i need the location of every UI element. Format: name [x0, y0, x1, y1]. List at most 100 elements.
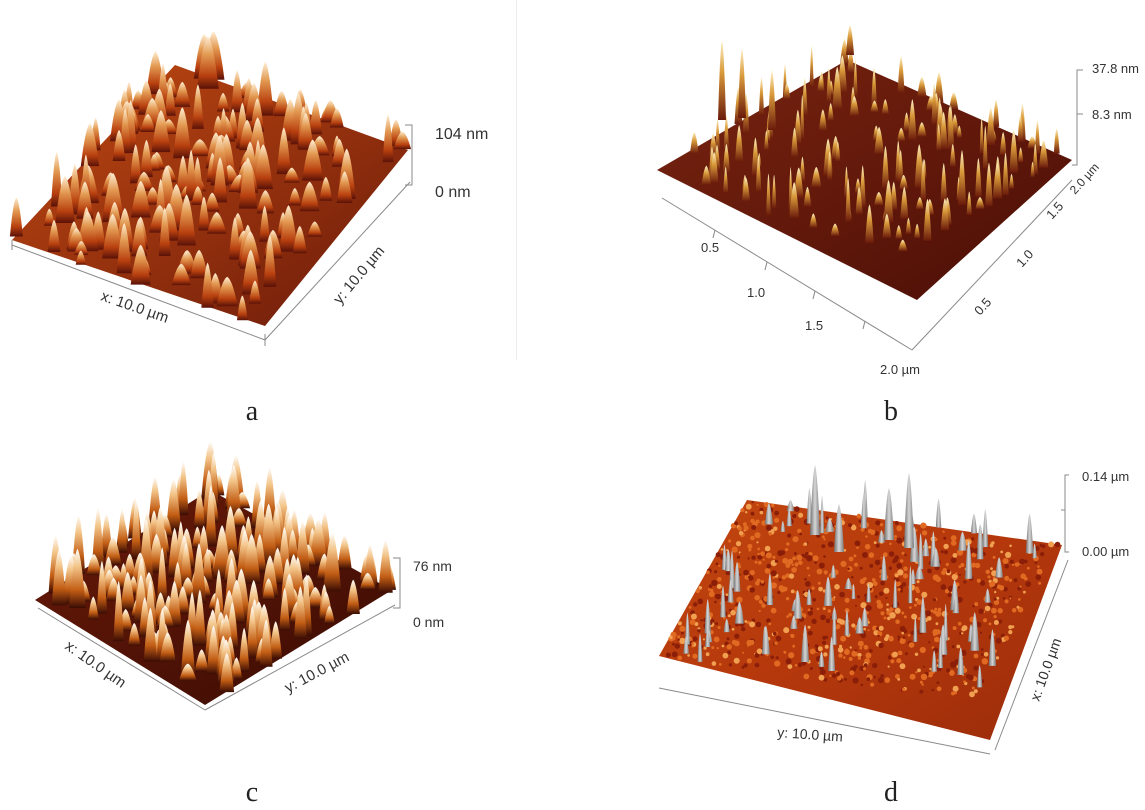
surface-grain — [957, 586, 960, 589]
surface-grain — [886, 608, 889, 611]
surface-grain — [873, 675, 876, 679]
surface-grain — [896, 562, 903, 569]
surface-spike — [861, 607, 869, 627]
surface-grain — [816, 568, 823, 575]
surface-grain — [751, 525, 757, 530]
surface-peak — [966, 191, 972, 216]
panel-b-tick-front-2: 1.0 — [747, 285, 765, 300]
surface-grain — [818, 674, 825, 681]
surface-grain — [922, 665, 926, 668]
surface-grain — [774, 641, 778, 645]
surface-grain — [747, 557, 750, 560]
surface-peak — [801, 77, 808, 116]
surface-grain — [1034, 546, 1040, 551]
surface-grain — [757, 547, 761, 551]
surface-grain — [827, 609, 832, 613]
surface-grain — [764, 545, 771, 552]
surface-grain — [899, 637, 906, 645]
surface-peak — [718, 40, 726, 120]
surface-grain — [934, 607, 938, 611]
surface-grain — [1003, 635, 1009, 641]
surface-grain — [823, 607, 826, 611]
surface-peak — [156, 547, 168, 602]
surface-grain — [713, 636, 720, 643]
surface-peak — [975, 197, 985, 209]
surface-grain — [860, 602, 867, 609]
surface-grain — [754, 662, 760, 668]
surface-grain — [897, 587, 901, 592]
surface-grain — [799, 532, 802, 536]
surface-peak — [897, 55, 905, 94]
surface-grain — [1026, 566, 1030, 570]
surface-grain — [957, 621, 962, 626]
surface-spike — [860, 492, 867, 529]
surface-peak — [715, 118, 720, 153]
surface-grain — [928, 545, 931, 549]
surface-grain — [814, 561, 817, 564]
surface-grain — [758, 599, 764, 604]
surface-grain — [980, 648, 984, 651]
surface-grain — [995, 637, 1002, 644]
surface-grain — [900, 589, 903, 593]
surface-grain — [897, 569, 904, 576]
panel-c: 76 nm 0 nm x: 10.0 µm y: 10.0 µm c — [0, 440, 516, 810]
surface-grain — [801, 660, 807, 666]
surface-grain — [873, 630, 879, 636]
surface-spike — [683, 636, 689, 654]
surface-peak — [158, 207, 171, 257]
panel-c-scale-top: 76 nm — [413, 558, 452, 574]
surface-grain — [738, 551, 741, 554]
surface-spike — [697, 633, 703, 662]
surface-peak — [845, 177, 851, 222]
surface-peak — [306, 587, 324, 608]
surface-grain — [756, 648, 763, 655]
surface-spike — [733, 561, 741, 592]
surface-peak — [219, 652, 235, 693]
surface-peak — [855, 186, 863, 215]
surface-grain — [1038, 581, 1042, 585]
surface-grain — [857, 652, 862, 658]
surface-grain — [896, 537, 903, 544]
surface-grain — [994, 590, 997, 594]
surface-grain — [766, 563, 772, 569]
surface-grain — [874, 559, 881, 566]
surface-grain — [916, 580, 920, 584]
surface-peak — [818, 109, 827, 131]
surface-peak — [853, 59, 858, 97]
surface-peak — [915, 196, 924, 210]
surface-grain — [895, 619, 900, 624]
surface-peak — [191, 542, 207, 604]
surface-grain — [786, 542, 790, 546]
surface-grain — [761, 603, 766, 608]
surface-grain — [934, 636, 940, 643]
surface-grain — [736, 555, 740, 559]
surface-grain — [687, 654, 690, 657]
surface-grain — [780, 550, 783, 554]
surface-grain — [1048, 541, 1055, 548]
surface-spike — [727, 579, 734, 603]
surface-grain — [807, 608, 811, 612]
panel-c-caption: c — [245, 777, 259, 808]
surface-grain — [987, 575, 991, 579]
surface-grain — [885, 596, 888, 600]
surface-peak — [874, 126, 884, 154]
surface-grain — [1008, 578, 1013, 582]
surface-grain — [1008, 630, 1013, 635]
panel-divider — [516, 0, 517, 360]
surface-grain — [788, 561, 792, 565]
surface-peak — [766, 173, 771, 216]
surface-grain — [745, 503, 752, 510]
surface-grain — [880, 580, 885, 586]
surface-grain — [993, 597, 997, 601]
surface-grain — [808, 574, 811, 577]
surface-grain — [717, 626, 721, 629]
surface-grain — [890, 659, 895, 664]
surface-peak — [259, 205, 270, 242]
surface-grain — [968, 674, 974, 681]
surface-grain — [921, 683, 924, 686]
surface-grain — [932, 598, 937, 602]
surface-grain — [733, 640, 740, 647]
surface-grain — [954, 572, 958, 575]
surface-grain — [714, 570, 718, 574]
surface-peak — [865, 204, 874, 243]
